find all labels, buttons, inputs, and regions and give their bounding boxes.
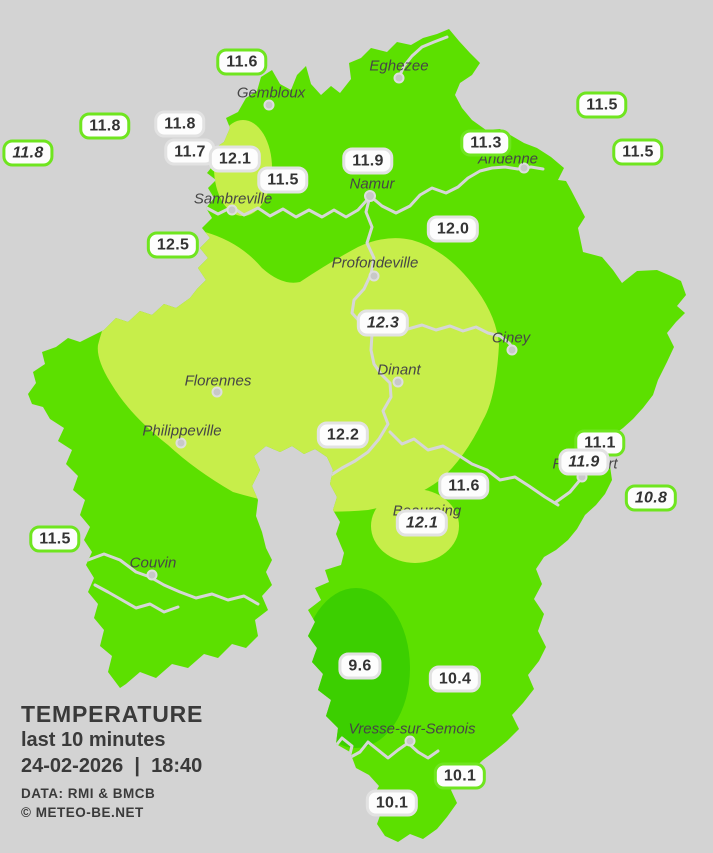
river-lesse-path bbox=[388, 430, 560, 507]
temp-label: 11.9 bbox=[342, 147, 394, 175]
city-dot-dinant bbox=[392, 376, 404, 388]
temp-label: 11.5 bbox=[29, 525, 81, 553]
city-dot-namur bbox=[364, 190, 376, 202]
data-source: DATA: RMI & BMCB bbox=[21, 786, 156, 801]
temp-label: 10.1 bbox=[433, 762, 487, 790]
temp-label: 12.1 bbox=[395, 509, 449, 537]
temp-label: 11.5 bbox=[257, 166, 309, 194]
temp-label: 12.0 bbox=[426, 215, 480, 243]
city-label-gembloux: Gembloux bbox=[236, 84, 306, 102]
river-mehaigne-path bbox=[398, 35, 449, 77]
map-title: TEMPERATURE bbox=[21, 701, 204, 727]
temp-label: 11.6 bbox=[216, 48, 268, 76]
city-dot-philippeville bbox=[175, 437, 187, 449]
temp-label: 11.5 bbox=[612, 138, 664, 166]
temp-label: 11.3 bbox=[460, 129, 512, 157]
city-label-ciney: Ciney bbox=[491, 329, 531, 347]
city-dot-andenne bbox=[518, 162, 530, 174]
temp-label: 11.5 bbox=[576, 91, 628, 119]
city-dot-florennes bbox=[211, 386, 223, 398]
river-couvin-stream-path bbox=[93, 583, 180, 614]
city-label-philippeville: Philippeville bbox=[142, 422, 222, 440]
temp-label: 9.6 bbox=[338, 652, 382, 680]
city-label-vresse: Vresse-sur-Semois bbox=[348, 720, 476, 738]
river-semois-path bbox=[332, 736, 440, 760]
river-lesse-branch-path bbox=[554, 478, 582, 504]
temp-label: 12.5 bbox=[146, 231, 200, 259]
city-label-florennes: Florennes bbox=[184, 372, 252, 390]
city-dot-sambreville bbox=[226, 204, 238, 216]
temp-label: 11.8 bbox=[2, 139, 54, 167]
city-label-eghezee: Eghezee bbox=[369, 57, 429, 75]
temp-label: 11.6 bbox=[438, 472, 490, 500]
temp-label: 11.8 bbox=[79, 112, 131, 140]
river-eau-noire-path bbox=[86, 552, 260, 606]
city-label-profondeville: Profondeville bbox=[331, 254, 419, 272]
city-dot-ciney bbox=[506, 344, 518, 356]
city-label-sambreville: Sambreville bbox=[193, 190, 273, 208]
river-meuse-south-path bbox=[329, 194, 393, 477]
map-datetime: 24-02-2026 | 18:40 bbox=[21, 755, 203, 777]
temp-label: 12.2 bbox=[316, 421, 370, 449]
city-dot-gembloux bbox=[263, 99, 275, 111]
copyright-text: © METEO-BE.NET bbox=[21, 805, 144, 820]
city-label-couvin: Couvin bbox=[129, 554, 177, 572]
temp-label: 10.8 bbox=[624, 484, 678, 512]
temp-label: 10.4 bbox=[428, 665, 482, 693]
map-subtitle: last 10 minutes bbox=[21, 729, 166, 751]
river-meuse-east-path bbox=[368, 165, 545, 215]
city-dot-couvin bbox=[146, 569, 158, 581]
temp-label: 11.9 bbox=[558, 448, 610, 476]
title-block: TEMPERATURE last 10 minutes 24-02-2026 |… bbox=[21, 701, 203, 822]
city-label-dinant: Dinant bbox=[377, 361, 421, 379]
city-dot-vresse bbox=[404, 735, 416, 747]
temp-label: 12.3 bbox=[356, 309, 410, 337]
temp-label: 12.1 bbox=[208, 145, 262, 173]
temp-label: 10.1 bbox=[365, 789, 419, 817]
city-label-namur: Namur bbox=[349, 175, 395, 193]
city-dot-eghezee bbox=[393, 72, 405, 84]
temp-label: 11.8 bbox=[154, 110, 206, 138]
city-dot-profondeville bbox=[368, 270, 380, 282]
